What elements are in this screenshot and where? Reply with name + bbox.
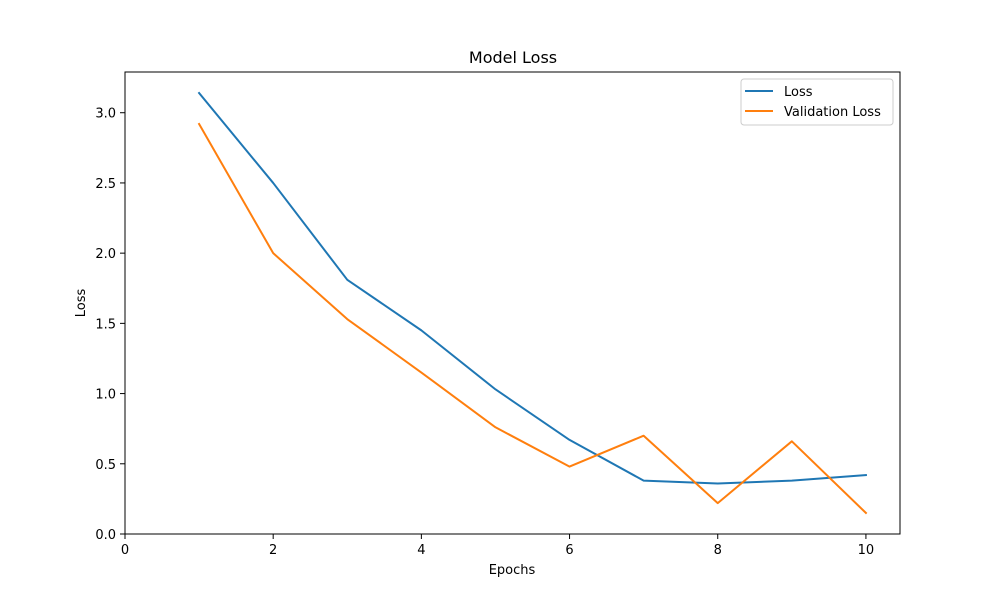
x-tick-label: 4 [417, 543, 425, 558]
x-tick-label: 2 [269, 543, 277, 558]
y-tick-label: 2.0 [95, 247, 116, 262]
y-axis-label: Loss [74, 289, 89, 318]
x-tick-label: 6 [565, 543, 573, 558]
x-tick-label: 0 [121, 543, 129, 558]
y-axis-ticks: 0.0 0.5 1.0 1.5 2.0 2.5 3.0 [95, 107, 125, 543]
legend-label-loss: Loss [784, 85, 813, 100]
series-layer [197, 91, 868, 515]
y-tick-label: 2.5 [95, 177, 116, 192]
legend-label-validation-loss: Validation Loss [784, 105, 881, 120]
series-line-loss [197, 91, 867, 485]
legend: Loss Validation Loss [740, 78, 894, 126]
x-axis-ticks: 0 2 4 6 8 10 [121, 534, 874, 558]
y-tick-label: 0.5 [95, 458, 116, 473]
x-tick-label: 8 [714, 543, 722, 558]
series-line-validation-loss [197, 122, 868, 515]
plot-area-frame [124, 71, 901, 535]
chart-title: Model Loss [469, 48, 557, 67]
y-tick-label: 0.0 [95, 528, 116, 543]
y-tick-label: 1.0 [95, 388, 116, 403]
legend-box [740, 78, 894, 126]
y-tick-label: 1.5 [95, 317, 116, 332]
y-tick-label: 3.0 [95, 107, 116, 122]
x-axis-label: Epochs [489, 563, 536, 578]
x-tick-label: 10 [858, 543, 875, 558]
